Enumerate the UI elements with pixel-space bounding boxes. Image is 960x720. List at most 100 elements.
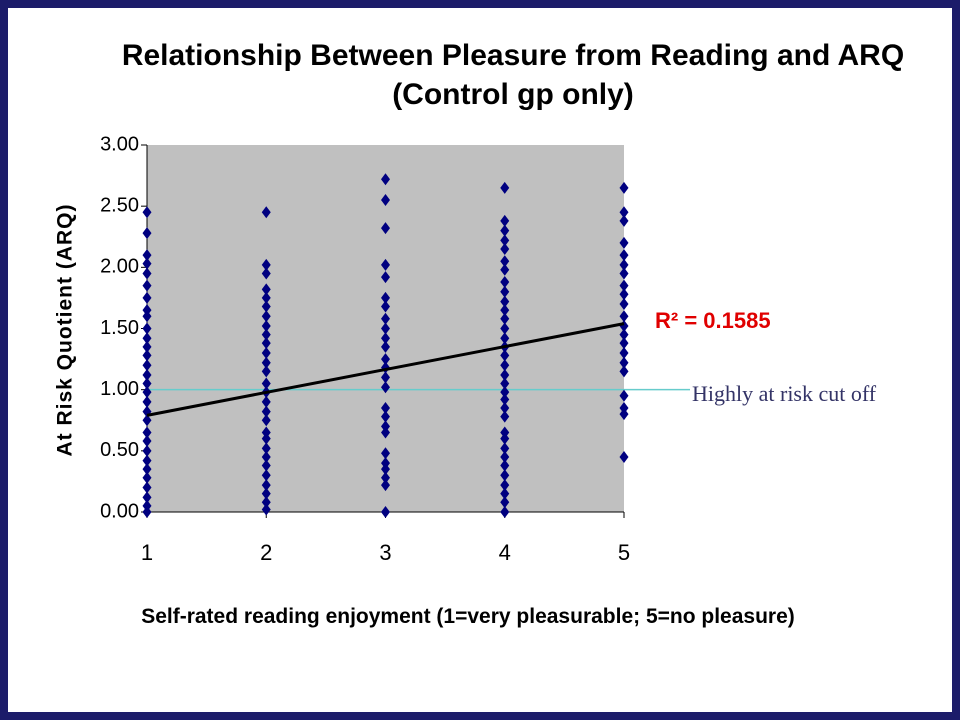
point [500,442,510,455]
point [261,328,271,341]
point [619,181,629,194]
point [381,457,390,470]
x-tick-label: 1 [141,540,153,565]
point [261,310,271,323]
point [619,236,629,249]
point [261,426,271,439]
cutoff-label: Highly at risk cut off [692,381,877,406]
point [500,377,510,390]
point [500,285,510,298]
y-tick-label: 3.00 [100,133,139,155]
point [500,359,510,372]
point [500,181,510,194]
point [142,332,152,345]
point [142,257,152,270]
point [500,393,510,406]
point [381,463,390,476]
point [619,346,629,359]
point [381,410,390,423]
point [619,214,629,227]
point [619,310,629,323]
point [142,322,152,335]
point [500,322,510,335]
point [619,402,629,415]
point [500,426,510,439]
point [142,471,152,484]
point [500,332,510,345]
point [261,291,271,304]
point [500,432,510,445]
point [261,206,271,219]
point [142,291,152,304]
point [142,395,152,408]
point [500,402,510,415]
y-tick-label: 2.00 [100,256,139,278]
x-tick-label: 3 [379,540,391,565]
y-tick-label: 1.50 [100,317,139,339]
point [261,459,271,472]
point [142,206,152,219]
point [142,491,152,504]
point [500,386,510,399]
point [500,410,510,423]
y-tick-label: 0.50 [100,439,139,461]
point [619,328,629,341]
point [261,320,271,333]
point [261,346,271,359]
point [381,194,390,207]
chart-title: Relationship Between Pleasure from Readi… [121,39,905,111]
point [142,435,152,448]
x-axis-label: Self-rated reading enjoyment (1=very ple… [141,605,795,628]
point [619,389,629,402]
point [142,359,152,372]
point [500,349,510,362]
point [381,291,390,304]
point [381,322,390,335]
point [142,279,152,292]
point [619,267,629,280]
point [619,206,629,219]
point [261,365,271,378]
point [261,414,271,427]
point [261,283,271,296]
x-tick-label: 4 [499,540,511,565]
y-tick-label: 2.50 [100,194,139,216]
point [500,224,510,237]
point [619,298,629,311]
point [142,349,152,362]
point [381,471,390,484]
point [381,353,390,366]
point [381,426,390,439]
point [619,249,629,262]
trendline [146,322,625,417]
x-tick-label: 2 [260,540,272,565]
point [142,414,152,427]
point [261,395,271,408]
point [142,368,152,381]
point [142,481,152,494]
point [619,450,629,463]
point [261,487,271,500]
point [619,288,629,301]
point [381,312,390,325]
point [500,506,510,518]
point [142,463,152,476]
point [381,371,390,384]
point [381,258,390,271]
point [142,249,152,262]
point [381,420,390,433]
point [619,408,629,421]
point [500,255,510,268]
point [619,365,629,378]
point [619,356,629,369]
point [381,402,390,415]
point [142,426,152,439]
point [142,499,152,512]
point [500,496,510,509]
point [381,300,390,313]
point [500,234,510,247]
point [381,479,390,492]
point [142,454,152,467]
point [142,267,152,280]
